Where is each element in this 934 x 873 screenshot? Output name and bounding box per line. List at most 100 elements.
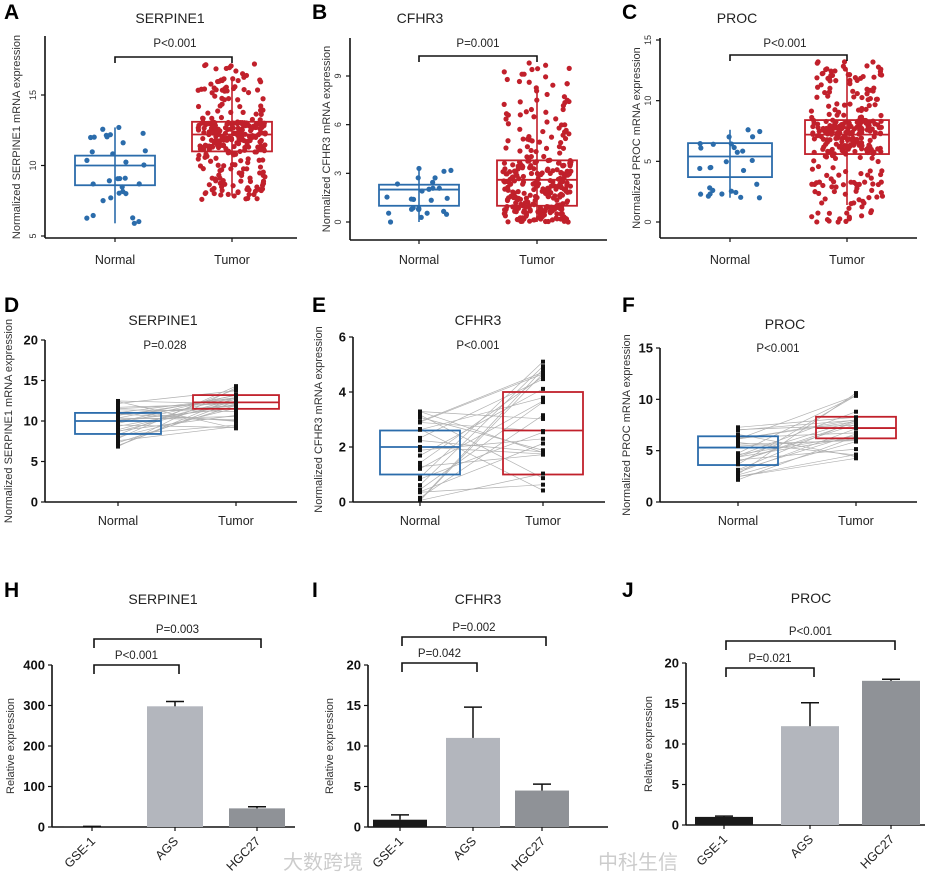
data-point: [504, 171, 510, 177]
data-point: [257, 129, 264, 136]
y-tick-label: 10: [347, 739, 361, 754]
pair-line: [737, 419, 857, 458]
data-point: [726, 134, 732, 140]
data-point: [234, 426, 238, 431]
data-point: [553, 116, 559, 122]
bar-gse-1: [373, 819, 427, 827]
pair-line: [117, 400, 237, 432]
data-point: [262, 174, 268, 180]
pair-line: [419, 366, 544, 486]
data-point: [528, 147, 534, 154]
box-tumor: [496, 60, 578, 225]
p-value-label: P<0.001: [115, 650, 158, 662]
data-point: [215, 126, 221, 132]
data-point: [245, 121, 251, 128]
data-point: [200, 119, 206, 125]
data-point: [257, 170, 263, 176]
data-point: [239, 121, 246, 127]
data-point: [208, 81, 214, 87]
y-tick-label: 2: [339, 440, 346, 455]
data-point: [841, 102, 848, 108]
panel-e: E CFHR3 0 2 4 6 Normalized CFHR3 mRNA expressi…: [312, 294, 605, 528]
data-point: [262, 142, 268, 148]
data-point: [136, 181, 142, 187]
box-normal: [687, 127, 773, 201]
data-point: [554, 202, 560, 209]
data-point: [418, 453, 422, 458]
data-point: [524, 154, 530, 160]
data-point: [545, 157, 551, 164]
data-point: [541, 367, 545, 372]
pair-line: [737, 448, 857, 461]
data-point: [195, 103, 202, 110]
data-point: [867, 128, 873, 134]
data-point: [235, 125, 241, 131]
x-tick-label: GSE-1: [370, 834, 406, 870]
data-point: [517, 99, 523, 105]
p-value-label: P<0.001: [763, 38, 806, 50]
data-point: [508, 175, 515, 182]
data-point: [821, 144, 827, 150]
data-point: [541, 488, 545, 493]
data-point: [816, 190, 822, 197]
data-point: [116, 416, 120, 421]
y-tick-label: 20: [24, 333, 38, 348]
data-point: [232, 162, 238, 168]
data-point: [756, 195, 763, 201]
data-point: [418, 438, 422, 443]
data-point: [566, 65, 572, 71]
data-point: [558, 169, 564, 176]
y-tick-label: 0: [646, 495, 653, 510]
data-point: [245, 156, 251, 162]
data-point: [816, 179, 823, 185]
pair-line: [419, 369, 544, 501]
pair-line: [117, 390, 237, 404]
data-point: [225, 191, 231, 197]
data-point: [200, 166, 206, 172]
data-point: [854, 438, 858, 443]
data-point: [234, 414, 238, 419]
data-point: [116, 409, 120, 414]
data-point: [234, 406, 238, 411]
y-tick-label: 15: [643, 35, 653, 45]
data-point: [234, 392, 238, 397]
y-axis-label: Normalized PROC mRNA expression: [631, 47, 643, 229]
data-point: [863, 146, 870, 153]
data-point: [386, 210, 392, 216]
data-point: [863, 106, 869, 112]
data-point: [843, 218, 849, 224]
data-point: [241, 147, 248, 153]
data-point: [556, 144, 563, 150]
data-point: [247, 137, 253, 144]
data-point: [731, 144, 737, 151]
data-point: [531, 114, 537, 120]
data-point: [541, 416, 545, 421]
data-point: [517, 196, 524, 202]
pair-line: [419, 473, 544, 501]
data-point: [213, 155, 219, 161]
data-point: [116, 405, 120, 410]
data-point: [545, 218, 551, 225]
data-point: [521, 190, 527, 196]
data-point: [116, 444, 120, 449]
x-tick-label: Tumor: [519, 253, 555, 267]
data-point: [860, 73, 866, 80]
data-point: [832, 121, 838, 128]
data-point: [824, 139, 830, 145]
data-point: [503, 116, 509, 122]
data-point: [854, 391, 858, 396]
data-point: [840, 121, 846, 127]
x-tick-label: Normal: [710, 253, 750, 267]
data-point: [525, 136, 531, 142]
data-point: [418, 444, 422, 449]
y-tick-label: 5: [646, 443, 653, 458]
data-point: [235, 97, 241, 103]
data-point: [834, 112, 840, 118]
data-point: [517, 148, 523, 154]
data-point: [858, 213, 865, 219]
data-point: [505, 112, 511, 118]
data-point: [842, 66, 848, 72]
data-point: [116, 124, 122, 131]
data-point: [523, 195, 529, 201]
data-point: [513, 204, 519, 210]
